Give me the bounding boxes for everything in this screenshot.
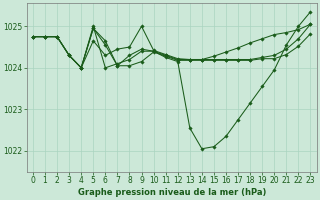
X-axis label: Graphe pression niveau de la mer (hPa): Graphe pression niveau de la mer (hPa) [77,188,266,197]
